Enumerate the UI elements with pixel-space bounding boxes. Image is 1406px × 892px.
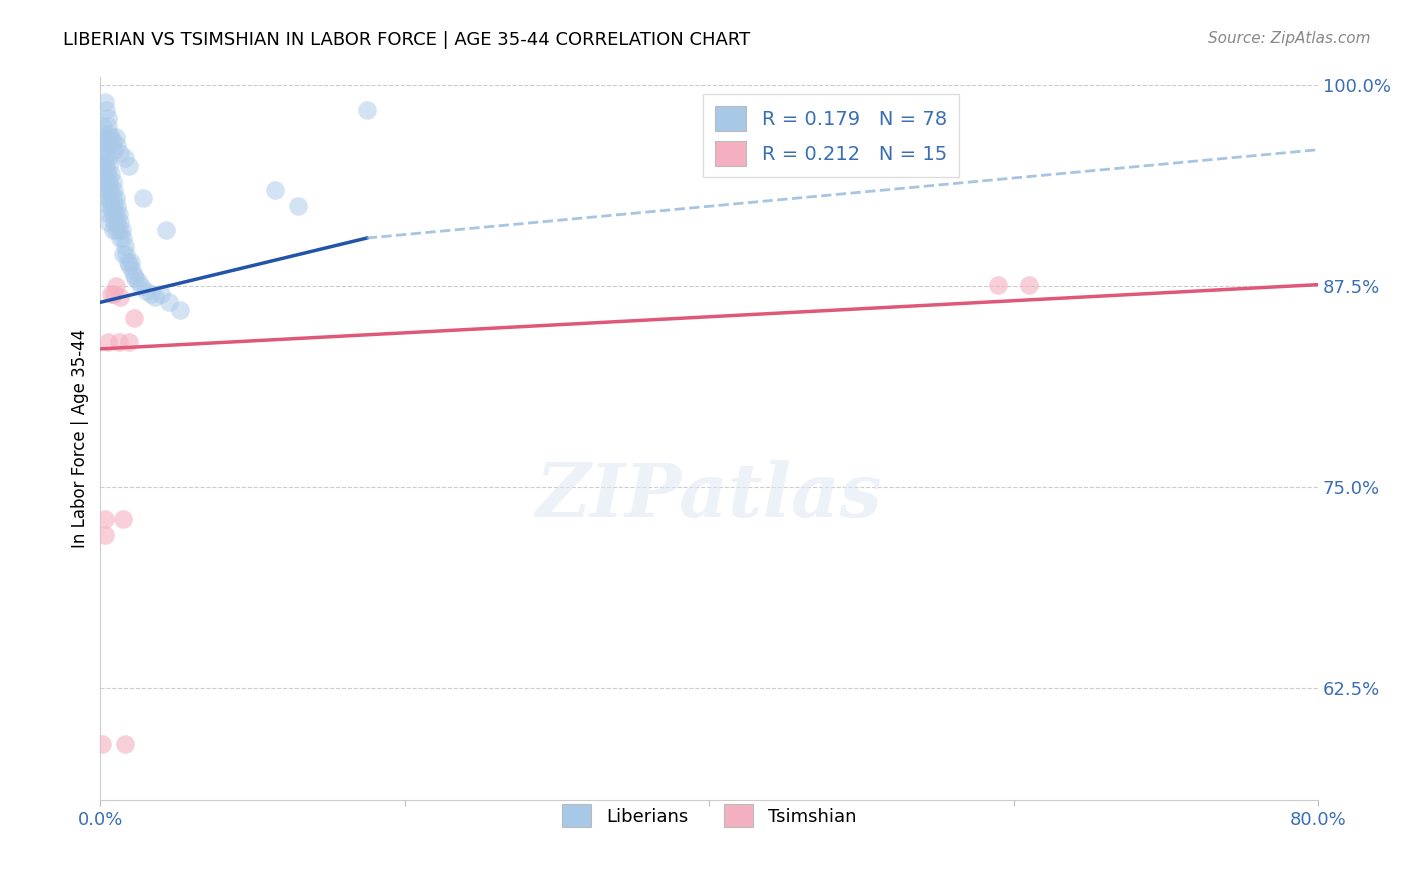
Point — [120, 255, 142, 269]
Point — [96, 103, 118, 117]
Point — [169, 303, 191, 318]
Point — [98, 127, 121, 141]
Point — [104, 207, 127, 221]
Point — [94, 151, 117, 165]
Legend: Liberians, Tsimshian: Liberians, Tsimshian — [555, 797, 863, 835]
Point — [100, 167, 122, 181]
Point — [96, 175, 118, 189]
Point — [356, 103, 378, 117]
Point — [104, 279, 127, 293]
Point — [94, 528, 117, 542]
Point — [98, 159, 121, 173]
Point — [94, 512, 117, 526]
Point — [114, 151, 136, 165]
Point — [98, 207, 121, 221]
Point — [155, 223, 177, 237]
Point — [94, 95, 117, 109]
Point — [108, 215, 131, 229]
Point — [121, 263, 143, 277]
Point — [98, 175, 121, 189]
Point — [105, 137, 128, 152]
Point — [118, 335, 141, 350]
Point — [97, 199, 120, 213]
Point — [101, 135, 124, 149]
Point — [97, 111, 120, 125]
Point — [107, 223, 129, 237]
Point — [103, 215, 125, 229]
Point — [94, 183, 117, 197]
Point — [101, 191, 124, 205]
Point — [108, 145, 131, 160]
Point — [112, 512, 135, 526]
Point — [97, 335, 120, 350]
Point — [97, 119, 120, 133]
Point — [114, 737, 136, 751]
Point — [94, 167, 117, 181]
Point — [132, 191, 155, 205]
Point — [93, 159, 115, 173]
Point — [96, 191, 118, 205]
Y-axis label: In Labor Force | Age 35-44: In Labor Force | Age 35-44 — [72, 329, 89, 549]
Point — [118, 159, 141, 173]
Point — [93, 143, 115, 157]
Point — [97, 183, 120, 197]
Point — [100, 199, 122, 213]
Point — [157, 295, 180, 310]
Point — [122, 268, 145, 282]
Point — [107, 207, 129, 221]
Point — [111, 223, 134, 237]
Point — [96, 159, 118, 173]
Text: LIBERIAN VS TSIMSHIAN IN LABOR FORCE | AGE 35-44 CORRELATION CHART: LIBERIAN VS TSIMSHIAN IN LABOR FORCE | A… — [63, 31, 751, 49]
Point — [112, 231, 135, 245]
Point — [112, 247, 135, 261]
Point — [131, 279, 153, 293]
Point — [90, 119, 112, 133]
Point — [143, 291, 166, 305]
Point — [114, 239, 136, 253]
Point — [98, 191, 121, 205]
Point — [97, 167, 120, 181]
Point — [987, 277, 1010, 292]
Point — [105, 215, 128, 229]
Point — [104, 191, 127, 205]
Point — [94, 135, 117, 149]
Point — [97, 151, 120, 165]
Point — [287, 199, 309, 213]
Point — [101, 175, 124, 189]
Point — [1018, 277, 1040, 292]
Point — [100, 129, 122, 144]
Point — [104, 223, 127, 237]
Point — [100, 287, 122, 301]
Point — [101, 223, 124, 237]
Point — [139, 287, 162, 301]
Point — [103, 199, 125, 213]
Point — [103, 183, 125, 197]
Point — [108, 231, 131, 245]
Point — [90, 135, 112, 149]
Text: ZIPatlas: ZIPatlas — [536, 460, 883, 533]
Point — [135, 284, 157, 298]
Point — [101, 207, 124, 221]
Point — [100, 183, 122, 197]
Point — [96, 143, 118, 157]
Point — [264, 183, 287, 197]
Point — [103, 143, 125, 157]
Point — [118, 258, 141, 272]
Point — [117, 255, 139, 269]
Point — [150, 287, 173, 301]
Point — [122, 311, 145, 326]
Point — [105, 199, 128, 213]
Point — [124, 271, 146, 285]
Point — [107, 335, 129, 350]
Point — [108, 291, 131, 305]
Point — [97, 215, 120, 229]
Point — [104, 129, 127, 144]
Point — [115, 247, 138, 261]
Point — [127, 274, 149, 288]
Text: Source: ZipAtlas.com: Source: ZipAtlas.com — [1208, 31, 1371, 46]
Point — [93, 127, 115, 141]
Point — [103, 287, 125, 301]
Point — [90, 737, 112, 751]
